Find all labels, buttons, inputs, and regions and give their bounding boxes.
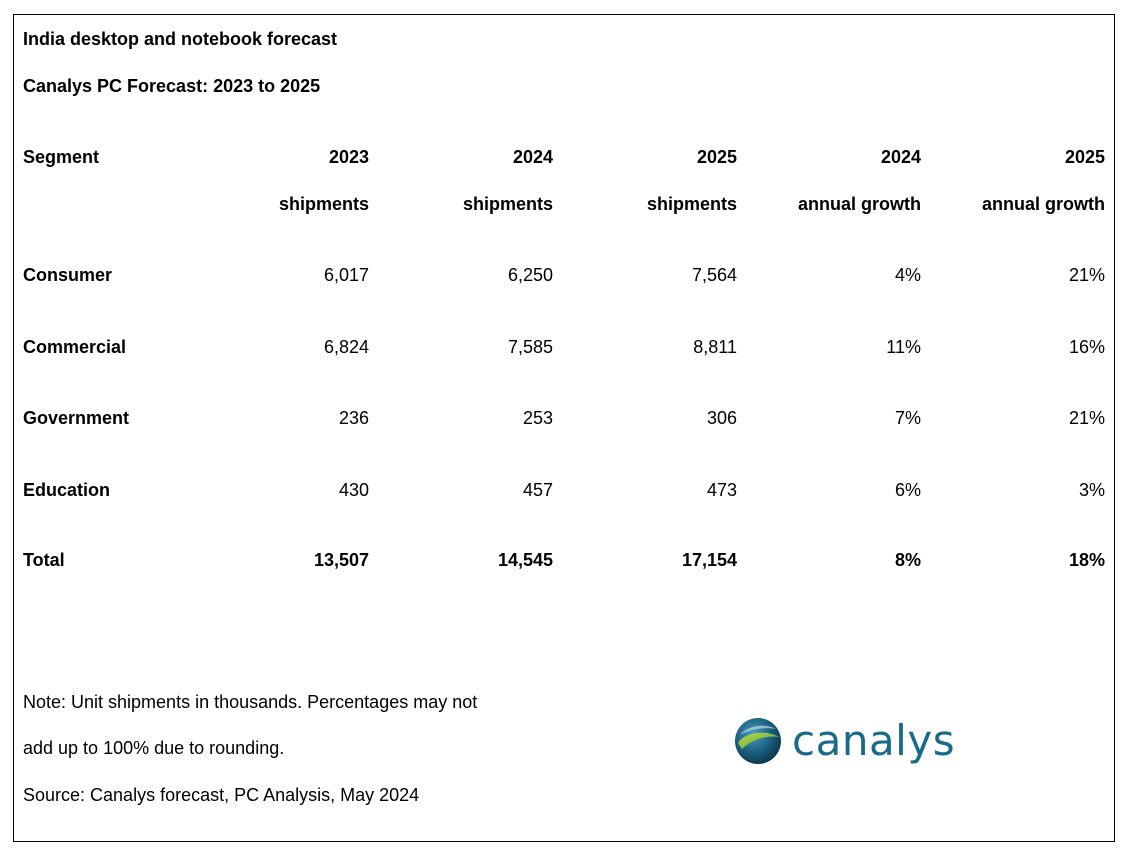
- row-commercial-2023: 6,824: [323, 337, 369, 357]
- note-line-2: add up to 100% due to rounding.: [23, 738, 285, 758]
- row-government-2025: 306: [706, 408, 737, 428]
- row-education-2025: 473: [706, 480, 737, 500]
- row-consumer-2025: 7,564: [691, 265, 737, 285]
- page-title: India desktop and notebook forecast: [23, 29, 338, 49]
- row-government-growth-2024: 7%: [894, 408, 921, 428]
- row-consumer-growth-2024: 4%: [894, 265, 921, 285]
- row-government-2024: 253: [522, 408, 553, 428]
- row-commercial-segment: Commercial: [23, 337, 127, 357]
- row-total-2024: 14,545: [497, 550, 553, 570]
- source-note: Source: Canalys forecast, PC Analysis, M…: [23, 785, 420, 805]
- row-consumer-segment: Consumer: [23, 265, 113, 285]
- row-government-growth-2025: 21%: [1068, 408, 1105, 428]
- row-government-2023: 236: [338, 408, 369, 428]
- subheader-growth-2024: annual growth: [798, 194, 921, 214]
- row-education-growth-2025: 3%: [1078, 480, 1105, 500]
- row-consumer-2024: 6,250: [507, 265, 553, 285]
- row-commercial-2025: 8,811: [693, 337, 737, 357]
- row-total-2023: 13,507: [313, 550, 369, 570]
- subheader-shipments-2024: shipments: [462, 194, 553, 214]
- canalys-logo-text: canalys: [792, 716, 956, 765]
- row-total-segment: Total: [23, 550, 65, 570]
- subheader-shipments-2023: shipments: [278, 194, 369, 214]
- row-total-growth-2025: 18%: [1068, 550, 1105, 570]
- row-education-segment: Education: [23, 480, 111, 500]
- canalys-logo: canalys: [734, 717, 955, 765]
- page-subtitle: Canalys PC Forecast: 2023 to 2025: [23, 76, 321, 96]
- row-government-segment: Government: [23, 408, 130, 428]
- row-commercial-2024: 7,585: [507, 337, 553, 357]
- subheader-growth-2025: annual growth: [982, 194, 1105, 214]
- header-2024-growth: 2024: [880, 147, 921, 167]
- row-education-2023: 430: [338, 480, 369, 500]
- row-total-growth-2024: 8%: [894, 550, 921, 570]
- header-2025-growth: 2025: [1064, 147, 1105, 167]
- header-2025: 2025: [696, 147, 737, 167]
- row-commercial-growth-2024: 11%: [886, 337, 921, 357]
- forecast-frame: [13, 14, 1115, 842]
- canalys-globe-icon: [735, 718, 781, 764]
- header-2024: 2024: [512, 147, 553, 167]
- row-total-2025: 17,154: [681, 550, 737, 570]
- row-education-2024: 457: [522, 480, 553, 500]
- row-education-growth-2024: 6%: [894, 480, 921, 500]
- note-line-1: Note: Unit shipments in thousands. Perce…: [23, 692, 478, 712]
- subheader-shipments-2025: shipments: [646, 194, 737, 214]
- row-consumer-2023: 6,017: [323, 265, 369, 285]
- header-segment: Segment: [23, 147, 100, 167]
- header-2023: 2023: [328, 147, 369, 167]
- row-consumer-growth-2025: 21%: [1068, 265, 1105, 285]
- row-commercial-growth-2025: 16%: [1068, 337, 1105, 357]
